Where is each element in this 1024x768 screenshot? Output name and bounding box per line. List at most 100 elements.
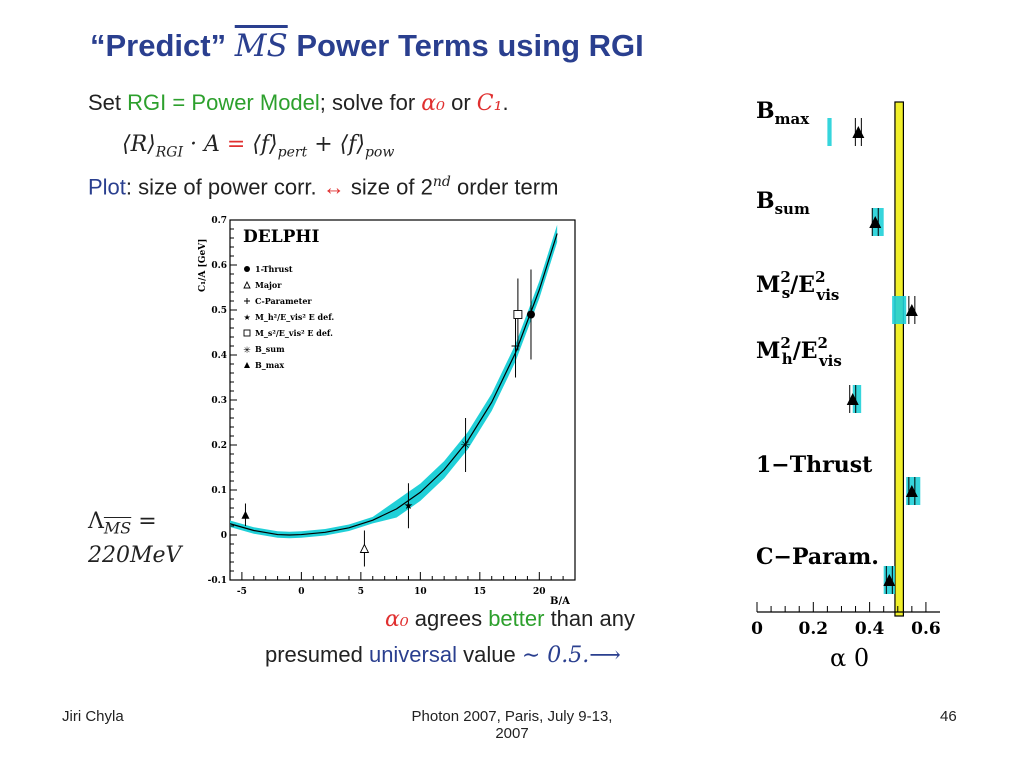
formula-rgi: ⟨R⟩RGI · A = ⟨f⟩pert + ⟨f⟩pow xyxy=(122,132,394,160)
alpha-row-label: Bmax xyxy=(756,98,810,128)
marker-circle xyxy=(526,310,535,319)
text-agrees: α₀ agrees better than any xyxy=(385,606,635,632)
text-nd: nd xyxy=(432,174,451,190)
label-rest: /E xyxy=(793,338,818,364)
title-ms: MS xyxy=(234,28,288,64)
formula-plus: + ⟨f⟩ xyxy=(307,132,365,157)
delphi-legend-label: M_s²/E_vis² E def. xyxy=(255,328,333,338)
alpha-axis: 0 0.2 0.4 0.6 α 0 xyxy=(751,602,941,672)
label-main: B xyxy=(756,188,775,214)
lambda-value: 220MeV xyxy=(88,543,182,569)
footer-author: Jiri Chyla xyxy=(62,708,124,725)
marker-star: ★ xyxy=(244,313,251,322)
marker-open-triangle xyxy=(243,280,251,289)
formula-eq: = xyxy=(226,132,246,157)
agrees-text1: agrees xyxy=(408,606,489,631)
label-main: M xyxy=(756,338,780,364)
text-power-corr: : size of power corr. xyxy=(125,174,317,200)
alpha-row-label: M2 s/E2 vis xyxy=(756,268,839,304)
marker-open-square xyxy=(243,329,251,337)
delphi-xtick-label: 10 xyxy=(414,587,427,597)
delphi-ytick-label: 0.1 xyxy=(211,486,227,496)
marker-filled-triangle xyxy=(905,485,918,497)
text-plot: Plot xyxy=(88,174,126,200)
delphi-ytick-label: 0 xyxy=(221,531,227,541)
delphi-ytick-label: 0.4 xyxy=(211,351,227,361)
label-sub: max xyxy=(775,110,811,128)
alpha-tick-label: 0 xyxy=(751,619,763,639)
formula-f1: ⟨f⟩ xyxy=(245,132,278,157)
delphi-fit-line xyxy=(229,233,558,536)
marker-filled-triangle xyxy=(852,126,865,138)
marker-star: ★ xyxy=(404,500,413,512)
marker-asterisk: ✳ xyxy=(461,438,471,452)
label-sup: 2 xyxy=(780,334,790,352)
presumed-text2: value xyxy=(457,642,522,667)
text-rgi: RGI xyxy=(127,90,167,115)
delphi-ytick-label: 0.7 xyxy=(211,216,227,226)
formula-lhs: ⟨R⟩ xyxy=(122,132,156,157)
text-period: . xyxy=(502,90,509,115)
presumed-approx: ∼ 0.5.⟶ xyxy=(521,643,621,668)
text-presumed: presumed universal value ∼ 0.5.⟶ xyxy=(265,642,621,668)
text-size-of: size of 2 xyxy=(350,174,433,200)
label-sub: sum xyxy=(775,200,810,218)
delphi-ytick-label: 0.3 xyxy=(211,396,227,406)
alpha-tick-label: 0.2 xyxy=(799,619,829,639)
alpha-error-band xyxy=(892,296,907,324)
marker-filled-triangle xyxy=(241,510,250,519)
footer-conference: Photon 2007, Paris, July 9-13, 2007 xyxy=(312,708,712,742)
text-order-term: order term xyxy=(450,174,559,200)
text-power-model: Power Model xyxy=(191,90,320,115)
lambda-ms-sub: MS xyxy=(103,518,132,538)
delphi-plot: -0.100.10.20.30.40.50.60.7 -5 0 5 10 15 20 ★✳… xyxy=(198,216,576,607)
text-solve: ; solve for xyxy=(319,90,416,115)
label-main: C−Param. xyxy=(756,544,879,570)
alpha-tick-label: 0.6 xyxy=(911,619,941,639)
alpha-row-label: M2 h/E2 vis xyxy=(756,334,842,370)
label-main: B xyxy=(756,98,775,124)
footer-page-number: 46 xyxy=(940,708,957,725)
text-or: or xyxy=(451,90,471,115)
presumed-universal: universal xyxy=(368,642,457,667)
alpha-error-band xyxy=(852,385,862,413)
agrees-text2: than any xyxy=(544,606,635,631)
presumed-text1: presumed xyxy=(265,642,369,667)
agrees-better: better xyxy=(488,606,545,631)
marker-asterisk: ✳ xyxy=(243,346,251,356)
delphi-legend-label: M_h²/E_vis² E def. xyxy=(255,312,334,322)
alpha-row-label: Bsum xyxy=(756,188,810,218)
delphi-curve xyxy=(229,233,558,536)
delphi-legend-label: B_sum xyxy=(255,344,285,354)
delphi-ytick-label: 0.2 xyxy=(211,441,227,451)
lambda-eq: = xyxy=(131,509,157,534)
alpha-error-band xyxy=(827,118,832,146)
agrees-alpha0: α₀ xyxy=(385,607,409,632)
alpha-tick-label: 0.4 xyxy=(855,619,885,639)
text-line-plot: Plot: size of power corr. ↔ size of 2nd … xyxy=(88,174,558,200)
delphi-xticks: -5 0 5 10 15 20 xyxy=(237,572,564,597)
delphi-xtick-label: 20 xyxy=(533,587,546,597)
marker-open-square xyxy=(513,310,523,319)
delphi-legend-label: 1-Thrust xyxy=(255,264,293,274)
footer-conference-line1: Photon 2007, Paris, July 9-13, xyxy=(411,708,613,725)
text-eq: = xyxy=(172,90,186,115)
delphi-points: ★✳ xyxy=(241,269,535,567)
text-set: Set xyxy=(88,90,122,115)
delphi-yticks: -0.1 0 0.1 0.2 0.3 0.4 0.5 0.6 0.7 xyxy=(208,216,237,586)
delphi-legend-label: C-Parameter xyxy=(255,296,312,306)
delphi-ytick-label: -0.1 xyxy=(208,576,227,586)
delphi-frame xyxy=(229,219,576,581)
delphi-legend: 1-Thrust Major C-Parameter ★ M_h²/E_vis² E d… xyxy=(243,264,334,370)
text-alpha0: α₀ xyxy=(421,91,445,116)
lambda-symbol: Λ xyxy=(88,509,104,534)
universal-value-band xyxy=(894,101,904,617)
delphi-legend-label: Major xyxy=(255,280,282,290)
marker-filled-triangle xyxy=(883,574,896,586)
marker-filled-triangle xyxy=(869,216,882,228)
delphi-label: DELPHI xyxy=(243,227,319,247)
label-rest-sup: 2 xyxy=(815,268,825,286)
label-rest: /E xyxy=(790,272,815,298)
label-rest-sub: vis xyxy=(816,286,840,304)
marker-open-triangle xyxy=(359,543,370,553)
